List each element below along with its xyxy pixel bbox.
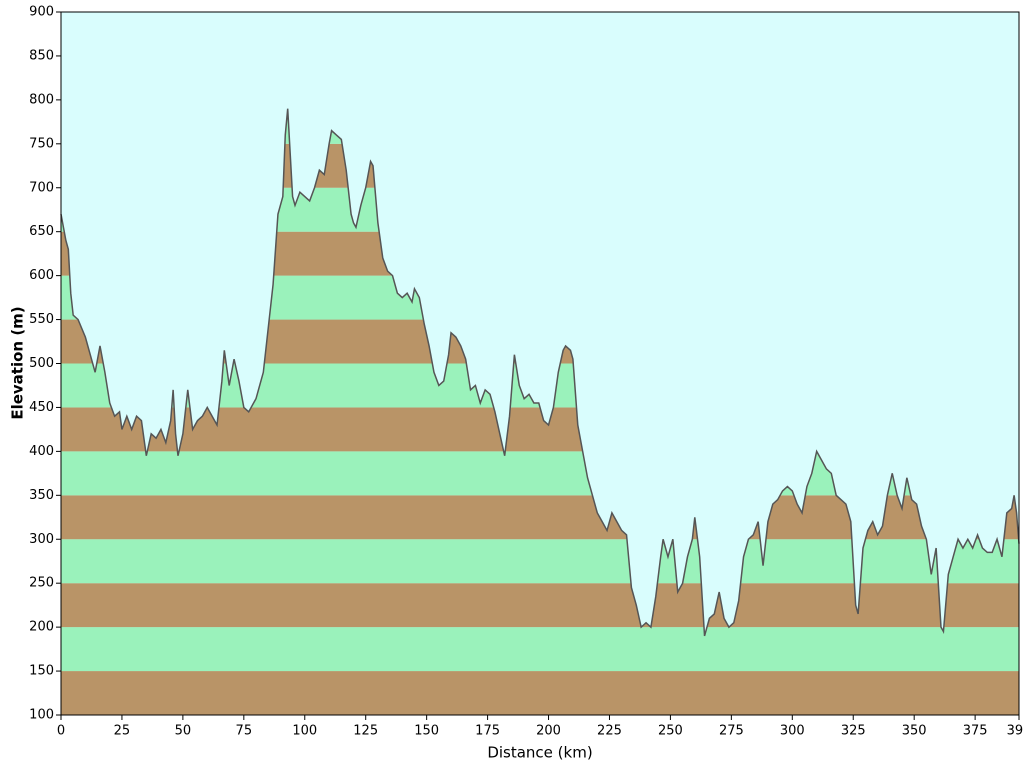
x-tick-label: 175: [475, 724, 500, 739]
y-tick-label: 250: [29, 576, 54, 591]
x-tick-label: 25: [114, 724, 131, 739]
x-tick-label: 125: [353, 724, 378, 739]
elevation-line: [60, 108, 1020, 637]
y-tick-label: 600: [29, 268, 54, 283]
elevation-band: [61, 583, 1019, 628]
y-tick-label: 200: [29, 620, 54, 635]
y-tick-label: 550: [29, 312, 54, 327]
y-tick-label: 700: [29, 180, 54, 195]
x-tick-label: 150: [414, 724, 439, 739]
y-tick-label: 100: [29, 708, 54, 723]
y-tick-label: 450: [29, 400, 54, 415]
elevation-band: [61, 627, 1019, 672]
x-tick-label: 275: [719, 724, 744, 739]
x-tick-label: 225: [597, 724, 622, 739]
y-tick-label: 350: [29, 488, 54, 503]
x-tick-label: 100: [292, 724, 317, 739]
elevation-band: [61, 671, 1019, 715]
y-tick-label: 150: [29, 664, 54, 679]
y-axis-label: Elevation (m): [9, 306, 27, 419]
y-tick-label: 500: [29, 356, 54, 371]
y-tick-label: 900: [29, 5, 54, 20]
y-tick-label: 850: [29, 48, 54, 63]
x-tick-label: 250: [658, 724, 683, 739]
elevation-band: [61, 539, 1019, 584]
y-tick-label: 800: [29, 92, 54, 107]
y-tick-label: 400: [29, 444, 54, 459]
y-tick-label: 300: [29, 532, 54, 547]
x-tick-label: 350: [902, 724, 927, 739]
x-tick-label: 325: [841, 724, 866, 739]
x-tick-label: 393: [1007, 724, 1024, 739]
y-tick-label: 750: [29, 136, 54, 151]
y-tick-label: 650: [29, 224, 54, 239]
x-tick-label: 50: [175, 724, 192, 739]
x-tick-label: 300: [780, 724, 805, 739]
x-tick-label: 200: [536, 724, 561, 739]
x-axis-label: Distance (km): [487, 744, 592, 762]
x-tick-label: 75: [236, 724, 253, 739]
x-tick-label: 0: [57, 724, 65, 739]
x-tick-label: 375: [963, 724, 988, 739]
